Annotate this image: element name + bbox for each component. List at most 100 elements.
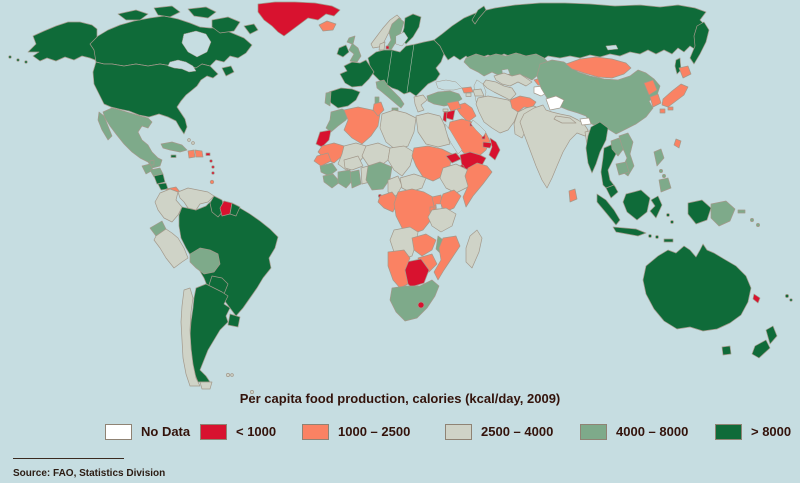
timor-island — [663, 238, 674, 243]
country-colombia — [154, 188, 183, 223]
baja-peninsula — [97, 111, 113, 141]
source-divider — [13, 458, 124, 459]
country-cuba — [160, 141, 188, 153]
baffin-island-icon — [211, 16, 241, 34]
legend-swatch-lt-1000 — [200, 423, 227, 440]
country-tanzania — [427, 207, 457, 233]
country-bhutan — [579, 117, 592, 126]
country-portugal — [324, 91, 332, 107]
nz-north-island — [765, 325, 778, 345]
map-title: Per capita food production, calories (kc… — [239, 391, 561, 406]
legend-label-2500-4000: 2500 – 4000 — [481, 424, 554, 439]
country-nepal — [553, 115, 577, 124]
legend-label-gt-8000: > 8000 — [751, 424, 792, 439]
legend-swatch-4000-8000 — [580, 423, 607, 440]
shikoku-icon — [667, 106, 674, 111]
newfoundland-icon — [221, 65, 235, 77]
legend-item-2500-4000: 2500 – 4000 — [445, 423, 553, 440]
mindanao-island — [658, 177, 672, 193]
legend-swatch-gt-8000 — [715, 423, 742, 440]
country-chad — [387, 145, 415, 177]
country-nicaragua — [153, 173, 166, 185]
country-india — [519, 104, 589, 189]
aleutian-island-icon — [24, 60, 28, 64]
country-peru — [153, 228, 189, 269]
borneo-island — [622, 189, 651, 221]
country-uruguay — [227, 313, 241, 328]
legend-label-4000-8000: 4000 – 8000 — [616, 424, 689, 439]
legend-label-lt-1000: < 1000 — [236, 424, 277, 439]
country-france — [339, 59, 375, 88]
country-argentina — [189, 283, 231, 383]
arctic-island-icon — [117, 9, 149, 21]
country-sri-lanka — [568, 188, 578, 203]
lesser-antilles-icon — [209, 159, 213, 163]
source-text: Source: FAO, Statistics Division — [13, 468, 166, 479]
legend-item-no-data: No Data — [105, 423, 190, 440]
legend-item-lt-1000: < 1000 — [200, 423, 276, 440]
lesser-antilles-icon — [211, 165, 215, 169]
honshu-island — [661, 83, 689, 108]
country-algeria — [343, 106, 381, 145]
legend-label-no-data: No Data — [141, 424, 191, 439]
legend-item-1000-2500: 1000 – 2500 — [302, 423, 410, 440]
country-armenia — [465, 92, 472, 97]
lesser-sunda-icon — [655, 235, 659, 239]
aleutian-island-icon — [8, 55, 12, 59]
falkland-islands-icon — [226, 373, 230, 377]
visayas-icon — [662, 174, 666, 178]
country-cambodia — [615, 161, 630, 176]
bahamas-icon — [191, 141, 195, 145]
country-myanmar — [585, 121, 609, 174]
country-haiti — [187, 149, 196, 159]
country-congo-gabon — [377, 191, 399, 213]
country-chile — [180, 287, 201, 387]
country-guinea — [319, 162, 338, 177]
novaya-zemlya-icon — [471, 5, 487, 25]
country-south-korea — [649, 93, 662, 108]
denmark-islands-icon — [385, 45, 390, 50]
country-ghana — [349, 169, 362, 189]
country-sweden — [385, 17, 405, 51]
fiji-icon — [789, 298, 793, 302]
sulawesi-island — [649, 195, 663, 219]
legend-swatch-2500-4000 — [445, 423, 472, 440]
hudson-bay — [181, 30, 212, 58]
country-suriname — [219, 200, 233, 217]
country-iran — [475, 95, 519, 134]
country-lesotho — [417, 301, 425, 309]
legend-swatch-no-data — [105, 423, 132, 440]
hokkaido-island — [678, 65, 692, 79]
south-georgia-icon — [250, 390, 254, 394]
country-nigeria — [365, 161, 393, 191]
arctic-island-icon — [187, 6, 217, 19]
country-sierra-leone-liberia — [322, 173, 341, 189]
europe-inner-border — [386, 43, 415, 93]
sumatra-island — [596, 193, 621, 226]
aleutian-island-icon — [16, 58, 20, 62]
visayas-icon — [659, 169, 663, 173]
arctic-island-icon — [153, 5, 181, 18]
country-zambia — [411, 233, 437, 257]
country-china — [536, 59, 661, 135]
country-italy — [375, 79, 405, 109]
country-uzbekistan — [493, 72, 533, 87]
region-kashmir — [545, 95, 565, 111]
country-north-korea — [643, 79, 658, 96]
country-azerbaijan — [472, 88, 485, 97]
legend-item-gt-8000: > 8000 — [715, 423, 791, 440]
country-australia — [642, 243, 752, 332]
country-somalia — [462, 162, 493, 208]
country-egypt — [415, 112, 451, 148]
country-cameroon — [387, 175, 403, 197]
kamchatka-peninsula — [689, 21, 710, 65]
solomon-islands-icon — [750, 218, 754, 222]
legend-item-4000-8000: 4000 – 8000 — [580, 423, 688, 440]
country-papua-new-guinea — [710, 200, 736, 227]
country-malaysia — [605, 184, 619, 199]
country-russia — [433, 2, 707, 63]
country-taiwan — [673, 138, 682, 149]
country-namibia — [387, 249, 411, 289]
black-sea — [435, 79, 463, 91]
